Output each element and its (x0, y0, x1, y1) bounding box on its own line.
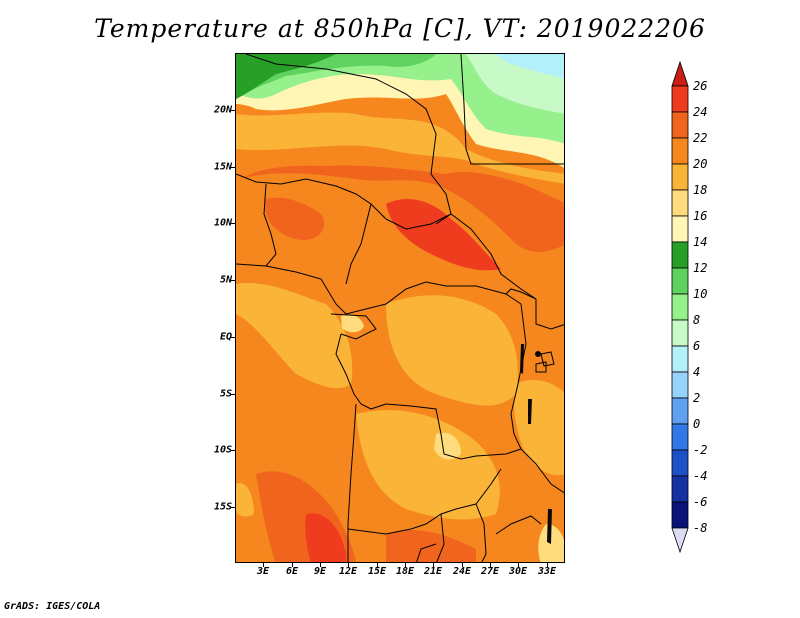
lon-tick (462, 563, 463, 567)
lon-tick (263, 563, 264, 567)
colorbar-label: 18 (693, 183, 708, 197)
colorbar-swatch (671, 241, 689, 269)
colorbar-label: 10 (693, 287, 708, 301)
grads-credit: GrADS: IGES/COLA (4, 601, 101, 612)
lon-tick (518, 563, 519, 567)
colorbar-swatch (671, 267, 689, 295)
colorbar-label: 14 (693, 235, 708, 249)
colorbar-swatch (671, 501, 689, 529)
lat-label-5s: 5S (219, 388, 232, 400)
colorbar-label: 12 (693, 261, 708, 275)
colorbar-label: 22 (693, 131, 708, 145)
colorbar-label: 20 (693, 157, 708, 171)
colorbar (671, 60, 689, 554)
lon-label-30e: 30E (508, 566, 528, 577)
colorbar-arrow-top (671, 60, 689, 87)
lat-tick (231, 167, 235, 168)
lat-label-10s: 10S (213, 444, 232, 456)
colorbar-label: -2 (693, 443, 708, 457)
lat-tick (231, 337, 235, 338)
lat-label-5n: 5N (219, 274, 232, 286)
colorbar-label: 6 (693, 339, 701, 353)
lat-label-20n: 20N (213, 104, 232, 116)
colorbar-swatch (671, 371, 689, 399)
lat-label-15s: 15S (213, 501, 232, 513)
colorbar-label: 4 (693, 365, 701, 379)
colorbar-label: 16 (693, 209, 708, 223)
colorbar-swatch (671, 475, 689, 503)
lon-label-21e: 21E (423, 566, 443, 577)
lon-label-27e: 27E (480, 566, 500, 577)
colorbar-label: 8 (693, 313, 701, 327)
colorbar-swatch (671, 449, 689, 477)
lon-tick (377, 563, 378, 567)
lon-tick (320, 563, 321, 567)
lat-tick (231, 110, 235, 111)
colorbar-swatch (671, 215, 689, 243)
lon-label-24e: 24E (452, 566, 472, 577)
colorbar-arrow-bottom (671, 527, 689, 554)
temperature-field (236, 54, 564, 562)
lon-label-15e: 15E (367, 566, 387, 577)
colorbar-swatch (671, 293, 689, 321)
lon-label-3e: 3E (256, 566, 270, 577)
lon-tick (433, 563, 434, 567)
colorbar-label: 26 (693, 79, 708, 93)
colorbar-label: 2 (693, 391, 701, 405)
lat-tick (231, 223, 235, 224)
colorbar-swatch (671, 137, 689, 165)
colorbar-swatch (671, 189, 689, 217)
lon-tick (490, 563, 491, 567)
colorbar-label: 0 (693, 417, 701, 431)
lon-tick (405, 563, 406, 567)
colorbar-swatch (671, 397, 689, 425)
lon-label-9e: 9E (313, 566, 327, 577)
colorbar-swatch (671, 319, 689, 347)
lon-label-12e: 12E (338, 566, 358, 577)
colorbar-swatch (671, 345, 689, 373)
lat-tick (231, 280, 235, 281)
lat-label-15n: 15N (213, 161, 232, 173)
lon-label-33e: 33E (537, 566, 557, 577)
colorbar-label: 24 (693, 105, 708, 119)
chart-title: Temperature at 850hPa [C], VT: 201902220… (94, 14, 706, 43)
colorbar-label: -6 (693, 495, 708, 509)
lat-label-eq: EQ (219, 331, 232, 343)
colorbar-swatch (671, 163, 689, 191)
lat-label-10n: 10N (213, 217, 232, 229)
colorbar-swatch (671, 423, 689, 451)
lon-tick (348, 563, 349, 567)
lon-label-18e: 18E (395, 566, 415, 577)
colorbar-swatch (671, 85, 689, 113)
lon-tick (292, 563, 293, 567)
lon-tick (547, 563, 548, 567)
lat-tick (231, 394, 235, 395)
lat-tick (231, 507, 235, 508)
colorbar-label: -8 (693, 521, 708, 535)
colorbar-label: -4 (693, 469, 708, 483)
lat-tick (231, 450, 235, 451)
temperature-map (235, 53, 565, 563)
colorbar-swatch (671, 111, 689, 139)
lon-label-6e: 6E (285, 566, 299, 577)
